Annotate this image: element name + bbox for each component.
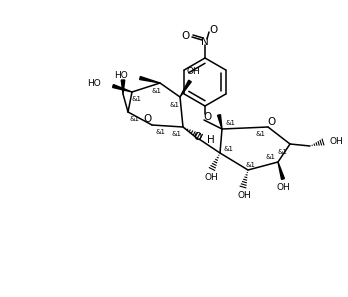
Text: &1: &1: [226, 120, 236, 126]
Text: OH: OH: [276, 184, 290, 192]
Text: &1: &1: [265, 154, 275, 160]
Text: OH: OH: [204, 173, 218, 182]
Text: O: O: [181, 31, 189, 41]
Text: O: O: [268, 117, 276, 127]
Text: &1: &1: [170, 102, 180, 108]
Polygon shape: [180, 80, 191, 97]
Text: &1: &1: [156, 129, 166, 135]
Text: &1: &1: [171, 131, 181, 137]
Text: H: H: [207, 135, 215, 145]
Text: O: O: [193, 132, 201, 142]
Text: &1: &1: [152, 88, 162, 94]
Text: &1: &1: [223, 146, 233, 152]
Polygon shape: [112, 85, 132, 92]
Polygon shape: [278, 162, 284, 179]
Polygon shape: [218, 115, 222, 129]
Text: O: O: [203, 112, 211, 122]
Text: OH: OH: [329, 138, 343, 146]
Text: N: N: [201, 37, 209, 47]
Text: &1: &1: [256, 131, 266, 137]
Text: HO: HO: [87, 78, 101, 88]
Text: O: O: [143, 114, 151, 124]
Text: &1: &1: [277, 149, 287, 155]
Polygon shape: [140, 77, 160, 83]
Text: OH: OH: [186, 67, 200, 77]
Text: OH: OH: [237, 192, 251, 200]
Text: &1: &1: [130, 116, 140, 122]
Text: &1: &1: [131, 96, 141, 102]
Polygon shape: [121, 80, 125, 94]
Text: &1: &1: [246, 162, 256, 168]
Text: HO: HO: [114, 70, 128, 80]
Text: O: O: [209, 25, 217, 35]
